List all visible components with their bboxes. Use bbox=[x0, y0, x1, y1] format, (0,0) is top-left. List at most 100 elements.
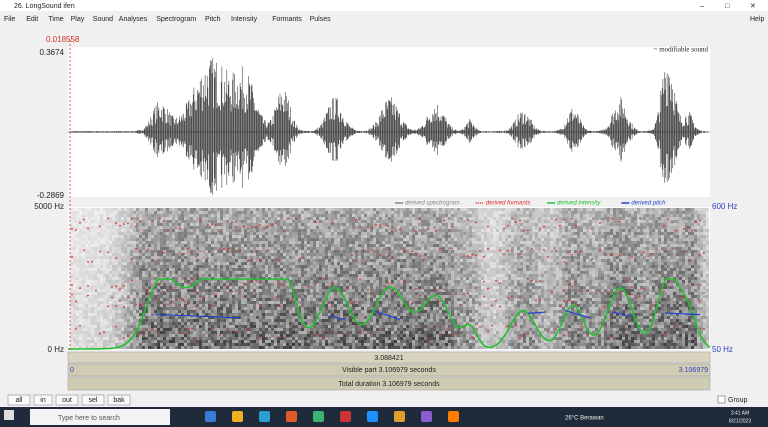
spectrogram-cell bbox=[88, 301, 91, 304]
spectrogram-cell bbox=[169, 271, 172, 274]
spectrogram-cell bbox=[247, 289, 250, 292]
spectrogram-cell bbox=[100, 325, 103, 328]
spectrogram-cell bbox=[103, 274, 106, 277]
spectrogram-cell bbox=[232, 346, 235, 349]
spectrogram-cell bbox=[328, 253, 331, 256]
spectrogram-cell bbox=[145, 280, 148, 283]
spectrogram-cell bbox=[85, 253, 88, 256]
spectrogram-cell bbox=[277, 325, 280, 328]
spectrogram-cell bbox=[91, 229, 94, 232]
spectrogram-cell bbox=[241, 247, 244, 250]
spectrogram-cell bbox=[127, 235, 130, 238]
spectrogram-cell bbox=[349, 316, 352, 319]
spectrogram-cell bbox=[229, 265, 232, 268]
spectrogram-cell bbox=[238, 340, 241, 343]
spectrogram-cell bbox=[118, 220, 121, 223]
spectrogram-cell bbox=[370, 298, 373, 301]
spectrogram-cell bbox=[208, 292, 211, 295]
spectrogram-cell bbox=[358, 304, 361, 307]
spectrogram-cell bbox=[70, 232, 73, 235]
spectrogram-cell bbox=[127, 211, 130, 214]
spectrogram-cell bbox=[268, 310, 271, 313]
spectrogram-cell bbox=[262, 331, 265, 334]
spectrogram-cell bbox=[163, 244, 166, 247]
spectrogram-cell bbox=[187, 343, 190, 346]
spectrogram-cell bbox=[247, 229, 250, 232]
spectrogram-cell bbox=[106, 295, 109, 298]
spectrogram-cell bbox=[304, 292, 307, 295]
spectrogram-cell bbox=[196, 238, 199, 241]
spectrogram-cell bbox=[355, 214, 358, 217]
spectrogram-cell bbox=[97, 331, 100, 334]
spectrogram-cell bbox=[184, 259, 187, 262]
spectrogram-cell bbox=[214, 256, 217, 259]
spectrogram-cell bbox=[145, 208, 148, 211]
spectrogram-cell bbox=[106, 226, 109, 229]
spectrogram-cell bbox=[121, 340, 124, 343]
close[interactable]: ✕ bbox=[750, 3, 756, 10]
spectrogram-cell bbox=[103, 256, 106, 259]
spectrogram-cell bbox=[298, 229, 301, 232]
spectrogram-cell bbox=[121, 322, 124, 325]
spectrogram-cell bbox=[307, 241, 310, 244]
spectrogram-cell bbox=[226, 274, 229, 277]
spectrogram-cell bbox=[136, 334, 139, 337]
spectrogram-cell bbox=[175, 325, 178, 328]
spectrogram-cell bbox=[133, 295, 136, 298]
spectrogram-cell bbox=[178, 310, 181, 313]
spectrogram-cell bbox=[376, 220, 379, 223]
spectrogram-cell bbox=[97, 286, 100, 289]
spectrogram-cell bbox=[355, 208, 358, 211]
spectrogram-cell bbox=[229, 295, 232, 298]
spectrogram-cell bbox=[94, 286, 97, 289]
spectrogram-cell bbox=[178, 280, 181, 283]
spectrogram-cell bbox=[343, 259, 346, 262]
spectrogram-cell bbox=[103, 343, 106, 346]
spectrogram-cell bbox=[205, 310, 208, 313]
spectrogram-cell bbox=[70, 226, 73, 229]
spectrogram-cell bbox=[301, 214, 304, 217]
spectrogram-cell bbox=[205, 325, 208, 328]
spectrogram-cell bbox=[343, 334, 346, 337]
minimize[interactable]: – bbox=[700, 3, 704, 10]
spectrogram-cell bbox=[142, 343, 145, 346]
spectrogram-cell bbox=[247, 283, 250, 286]
help-menu[interactable]: Help bbox=[750, 16, 765, 23]
spectrogram-cell bbox=[184, 298, 187, 301]
spectrogram-cell bbox=[283, 265, 286, 268]
spectrogram-cell bbox=[316, 211, 319, 214]
spectrogram-cell bbox=[118, 235, 121, 238]
spectrogram-cell bbox=[70, 241, 73, 244]
spectrogram-cell bbox=[295, 274, 298, 277]
spectrogram-cell bbox=[70, 274, 73, 277]
spectrogram-cell bbox=[256, 253, 259, 256]
spectrogram-cell bbox=[259, 265, 262, 268]
spectrogram-cell bbox=[265, 217, 268, 220]
spectrogram-cell bbox=[85, 292, 88, 295]
spectrogram-cell bbox=[364, 307, 367, 310]
spectrogram-cell bbox=[211, 214, 214, 217]
spectrogram-cell bbox=[217, 232, 220, 235]
spectrogram-cell bbox=[133, 280, 136, 283]
spectrogram-cell bbox=[244, 256, 247, 259]
spectrogram-cell bbox=[109, 298, 112, 301]
spectrogram-cell bbox=[307, 328, 310, 331]
spectrogram-cell bbox=[175, 328, 178, 331]
spectrogram-cell bbox=[157, 277, 160, 280]
spectrogram-cell bbox=[160, 235, 163, 238]
spectrogram-cell bbox=[103, 226, 106, 229]
spectrogram-cell bbox=[94, 295, 97, 298]
spectrogram-cell bbox=[313, 331, 316, 334]
spectrogram-cell bbox=[88, 259, 91, 262]
spectrogram-cell bbox=[247, 274, 250, 277]
spectrogram-cell bbox=[121, 211, 124, 214]
spectrogram-cell bbox=[133, 289, 136, 292]
spectrogram-cell bbox=[319, 316, 322, 319]
spectrogram-cell bbox=[136, 223, 139, 226]
spectrogram-cell bbox=[301, 295, 304, 298]
maximize[interactable]: □ bbox=[725, 3, 730, 10]
spectrogram-cell bbox=[271, 283, 274, 286]
spectrogram-cell bbox=[130, 265, 133, 268]
spectrogram-cell bbox=[259, 325, 262, 328]
spectrogram-cell bbox=[244, 220, 247, 223]
